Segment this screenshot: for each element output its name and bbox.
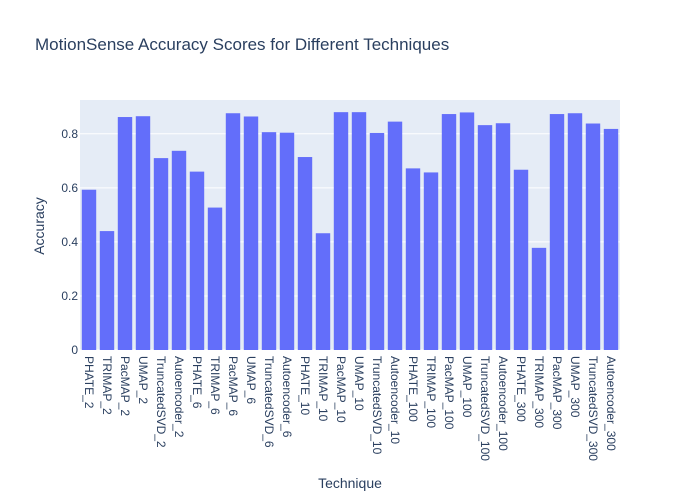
bar-pacmap_300: [549, 114, 565, 351]
x-tick-label: Autoencoder_6: [280, 356, 294, 438]
x-tick-label: UMAP_10: [352, 356, 366, 411]
bar-phate_2: [81, 189, 97, 350]
x-tick-label: PHATE_6: [190, 356, 204, 409]
x-tick-label: UMAP_300: [568, 356, 582, 418]
bar-pacmap_2: [117, 117, 133, 350]
bar-trimap_100: [423, 172, 439, 350]
bar-pacmap_6: [225, 113, 241, 350]
x-tick-label: UMAP_6: [244, 356, 258, 404]
x-tick-label: TRIMAP_300: [532, 356, 546, 428]
plot-background: [80, 100, 620, 350]
y-tick-label: 0.8: [61, 127, 78, 141]
bar-phate_300: [513, 169, 529, 350]
bar-umap_100: [459, 112, 475, 350]
bar-trimap_2: [99, 231, 115, 350]
y-tick-label: 0: [71, 343, 78, 357]
bar-trimap_6: [207, 207, 223, 350]
bar-truncatedsvd_6: [261, 132, 277, 350]
y-axis-title: Accuracy: [31, 197, 47, 255]
x-tick-label: PHATE_10: [298, 356, 312, 415]
x-tick-label: TRIMAP_2: [100, 356, 114, 415]
bar-umap_6: [243, 116, 259, 351]
bar-truncatedsvd_10: [369, 132, 385, 350]
y-tick-label: 0.4: [61, 235, 78, 249]
bar-autoencoder_2: [171, 150, 187, 350]
bar-trimap_10: [315, 233, 331, 350]
x-tick-label: TRIMAP_10: [316, 356, 330, 422]
x-axis-title: Technique: [318, 475, 382, 491]
x-tick-label: PacMAP_10: [334, 356, 348, 423]
bar-truncatedsvd_2: [153, 158, 169, 350]
x-tick-labels: PHATE_2 TRIMAP_2 PacMAP_2 UMAP_2 TruncatedSV…: [82, 356, 618, 461]
x-tick-label: Autoencoder_100: [496, 356, 510, 451]
bar-truncatedsvd_300: [585, 123, 601, 350]
x-tick-label: PacMAP_100: [442, 356, 456, 430]
x-tick-label: TruncatedSVD_100: [478, 356, 492, 461]
bar-autoencoder_100: [495, 123, 511, 350]
bar-pacmap_10: [333, 112, 349, 350]
gridlines: [80, 100, 620, 351]
x-tick-label: UMAP_2: [136, 356, 150, 404]
x-tick-label: TRIMAP_6: [208, 356, 222, 415]
x-tick-label: TruncatedSVD_6: [262, 356, 276, 448]
y-tick-label: 0.6: [61, 181, 78, 195]
bar-umap_10: [351, 112, 367, 350]
bar-phate_6: [189, 171, 205, 350]
chart-title: MotionSense Accuracy Scores for Differen…: [35, 35, 449, 54]
bar-pacmap_100: [441, 114, 457, 351]
x-tick-label: PHATE_300: [514, 356, 528, 422]
x-tick-label: PHATE_100: [406, 356, 420, 422]
x-tick-label: Autoencoder_10: [388, 356, 402, 444]
bar-autoencoder_300: [603, 128, 619, 350]
x-tick-label: TRIMAP_100: [424, 356, 438, 428]
x-tick-label: UMAP_100: [460, 356, 474, 418]
bar-autoencoder_6: [279, 132, 295, 350]
bar-phate_10: [297, 157, 313, 350]
bar-umap_2: [135, 116, 151, 350]
x-tick-label: TruncatedSVD_2: [154, 356, 168, 448]
bar-phate_100: [405, 168, 421, 350]
y-tick-labels: 0 0.2 0.4 0.6 0.8: [61, 127, 78, 357]
x-tick-label: TruncatedSVD_10: [370, 356, 384, 455]
x-tick-label: TruncatedSVD_300: [586, 356, 600, 461]
x-tick-label: PacMAP_2: [118, 356, 132, 416]
bars: [81, 112, 619, 351]
x-tick-label: PHATE_2: [82, 356, 96, 409]
bar-truncatedsvd_100: [477, 125, 493, 350]
y-tick-label: 0.2: [61, 289, 78, 303]
x-tick-label: PacMAP_6: [226, 356, 240, 416]
bar-trimap_300: [531, 247, 547, 350]
x-tick-label: PacMAP_300: [550, 356, 564, 430]
bar-umap_300: [567, 113, 583, 350]
x-tick-label: Autoencoder_2: [172, 356, 186, 438]
bar-autoencoder_10: [387, 121, 403, 351]
x-tick-label: Autoencoder_300: [604, 356, 618, 451]
